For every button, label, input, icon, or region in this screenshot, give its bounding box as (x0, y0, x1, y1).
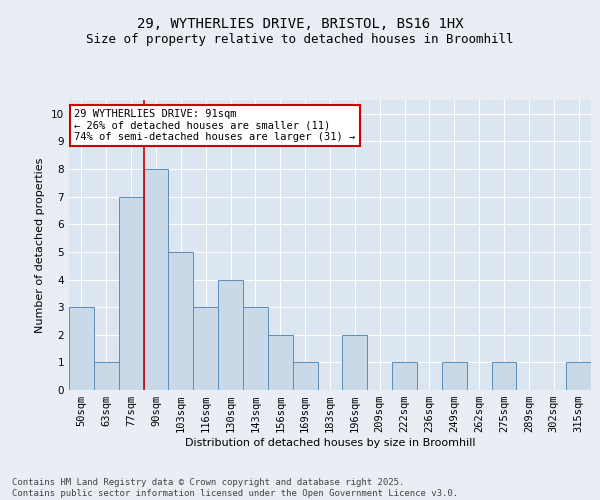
Bar (392, 362, 417, 390)
Text: Contains HM Land Registry data © Crown copyright and database right 2025.
Contai: Contains HM Land Registry data © Crown c… (12, 478, 458, 498)
Bar (169, 252, 193, 390)
Bar (119, 196, 143, 390)
Y-axis label: Number of detached properties: Number of detached properties (35, 158, 46, 332)
Bar (566, 362, 591, 390)
Text: Size of property relative to detached houses in Broomhill: Size of property relative to detached ho… (86, 32, 514, 46)
Bar (69, 307, 94, 390)
Bar (218, 280, 243, 390)
Text: 29, WYTHERLIES DRIVE, BRISTOL, BS16 1HX: 29, WYTHERLIES DRIVE, BRISTOL, BS16 1HX (137, 18, 463, 32)
Bar (491, 362, 517, 390)
Text: 29 WYTHERLIES DRIVE: 91sqm
← 26% of detached houses are smaller (11)
74% of semi: 29 WYTHERLIES DRIVE: 91sqm ← 26% of deta… (74, 108, 355, 142)
Bar (343, 335, 367, 390)
Bar (293, 362, 317, 390)
Bar (193, 307, 218, 390)
Bar (268, 335, 293, 390)
Bar (94, 362, 119, 390)
X-axis label: Distribution of detached houses by size in Broomhill: Distribution of detached houses by size … (185, 438, 475, 448)
Bar (143, 169, 169, 390)
Bar (442, 362, 467, 390)
Bar (243, 307, 268, 390)
